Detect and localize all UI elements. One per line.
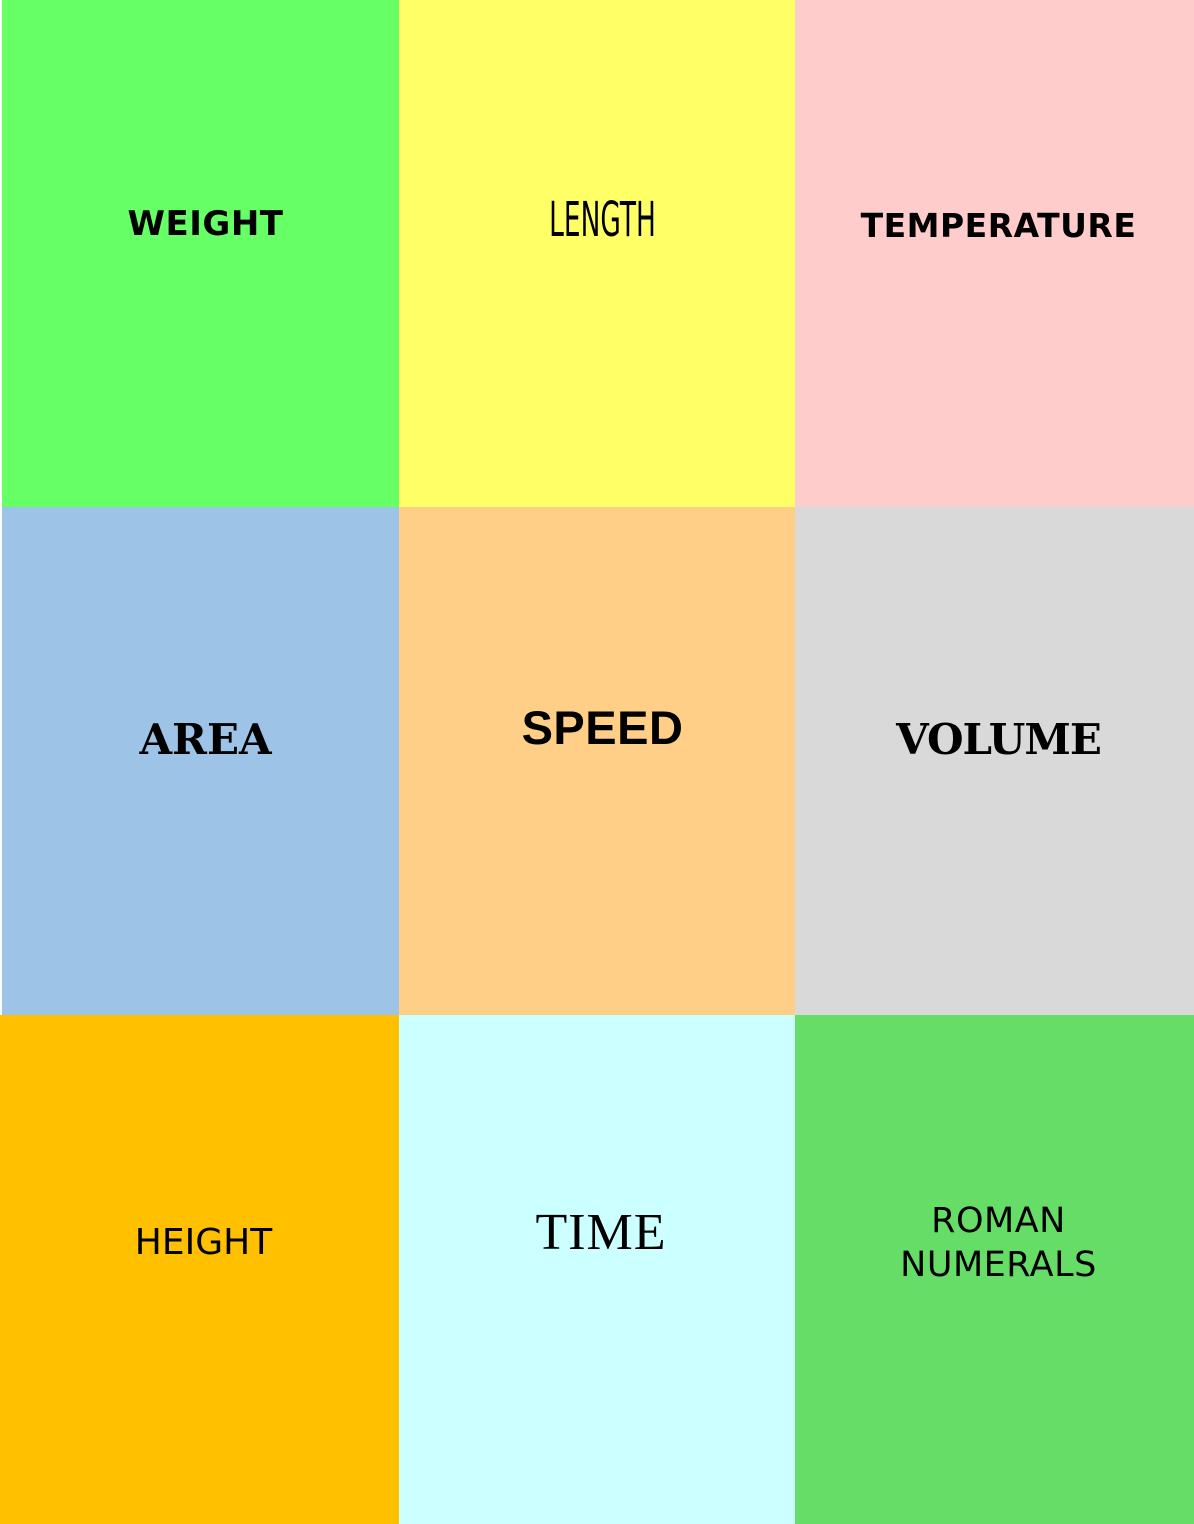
area-label: AREA [139,715,272,764]
tile-height[interactable] [0,1015,399,1524]
length-label: LENGTH [549,192,656,248]
roman-numerals-label-line-1: ROMAN [931,1201,1066,1241]
roman-numerals-label: ROMAN NUMERALS [795,1199,1194,1287]
tile-speed[interactable] [399,507,795,1015]
time-label: TIME [535,1204,667,1261]
height-label: HEIGHT [134,1222,273,1263]
tile-weight[interactable] [2,0,399,507]
tile-temperature[interactable] [795,0,1194,507]
tile-roman-numerals[interactable] [795,1015,1194,1524]
tile-length[interactable] [399,0,795,507]
tile-time[interactable] [399,1015,795,1524]
volume-label: VOLUME [896,715,1102,764]
temperature-label: TEMPERATURE [860,206,1137,245]
tile-volume[interactable] [795,507,1194,1015]
roman-numerals-label-line-2: NUMERALS [900,1245,1097,1285]
weight-label: WEIGHT [127,204,284,244]
speed-label: SPEED [521,701,684,754]
tile-area[interactable] [2,507,399,1015]
